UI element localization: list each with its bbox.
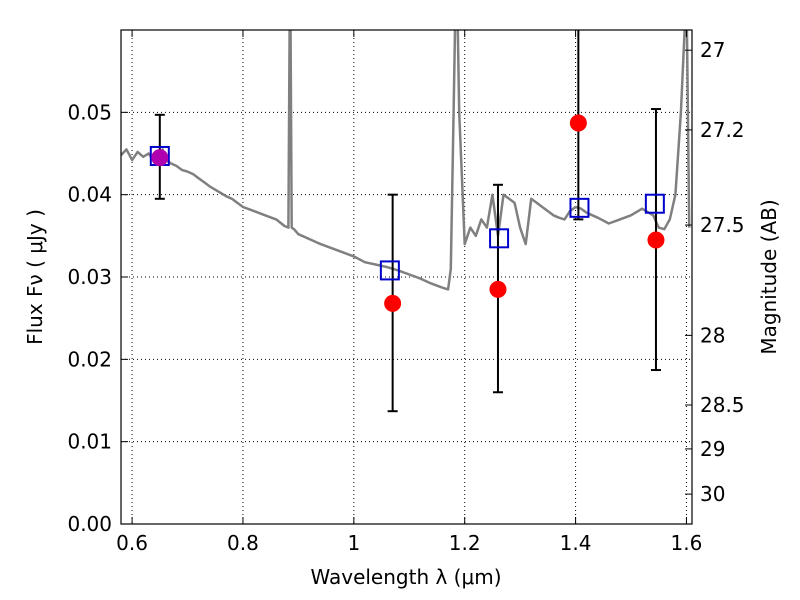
plot-frame [120,29,693,525]
mag-tick-label: 28 [700,323,725,347]
model-photometry-square [379,260,400,281]
plot-layer [121,30,691,413]
y2-axis-label: Magnitude (AB) [757,199,781,354]
mag-tick-label: 29 [700,437,725,461]
x-axis-label: Wavelength λ (μm) [310,565,501,589]
y-tick-label: 0.01 [67,430,112,454]
x-tick-label: 1.2 [449,531,481,555]
observed-point [489,280,507,298]
y-tick-label: 0.03 [67,265,112,289]
y-tick-label: 0.05 [67,100,112,124]
tick-layer: 0.6 0.8 1 1.2 1.4 1.6 0.00 0.01 0.02 0.03 0.04 0.05… [67,30,745,555]
x-tick-label: 0.6 [116,531,148,555]
observed-point [151,149,169,167]
observed-point [647,231,665,249]
mag-tick-label: 27.2 [700,118,745,142]
y-tick-label: 0.04 [67,183,112,207]
y-tick-label: 0.00 [67,512,112,536]
model-photometry-square [644,193,665,214]
observed-point [384,294,402,312]
x-tick-label: 1 [347,531,360,555]
y-axis-label: Flux Fν ( μJy ) [23,209,47,345]
observed-point [569,114,587,132]
grid-layer [121,30,692,524]
mag-tick-label: 30 [700,482,725,506]
y-tick-label: 0.02 [67,347,112,371]
mag-tick-label: 27.5 [700,213,745,237]
x-tick-label: 1.6 [671,531,703,555]
x-tick-label: 1.4 [560,531,592,555]
model-photometry-square [489,228,510,249]
model-photometry-square [569,197,590,218]
model-sed-line [121,30,691,291]
x-tick-label: 0.8 [227,531,259,555]
mag-tick-label: 27 [700,38,725,62]
mag-tick-label: 28.5 [700,393,745,417]
